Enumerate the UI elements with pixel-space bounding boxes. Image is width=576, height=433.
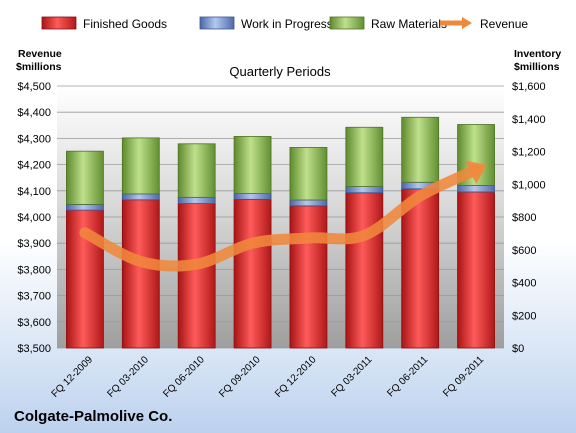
left-tick-label: $3,700 [17,291,51,303]
bar-raw-materials [289,147,328,201]
right-tick-label: $400 [512,278,536,290]
right-tick-label: $600 [512,245,536,257]
legend-label-raw-materials: Raw Materials [371,17,447,31]
company-name: Colgate-Palmolive Co. [14,408,172,425]
bar-finished-goods [457,191,495,349]
bar-raw-materials [345,126,384,187]
bar-work-in-progress [66,203,104,211]
bar-raw-materials [66,150,104,205]
legend-label-work-in-progress: Work in Progress [241,17,333,31]
legend: Finished Goods Work in Progress Raw Materi… [41,16,528,31]
bar-work-in-progress [121,193,160,201]
bar-finished-goods [121,199,160,349]
legend-swatch-work-in-progress [199,16,235,30]
left-tick-label: $3,600 [17,317,51,329]
category-label: FQ 12-2010 [273,354,319,400]
left-tick-label: $4,400 [17,107,51,119]
right-axis-label-line1: Inventory [514,48,561,60]
legend-arrow-revenue [462,17,472,29]
bar-raw-materials [177,143,216,198]
right-axis-label-line2: $millions [514,61,560,73]
left-tick-label: $4,200 [17,160,51,172]
bar-finished-goods [401,188,440,349]
bar-finished-goods [345,192,384,349]
category-label: FQ 09-2011 [441,354,486,399]
bar-raw-materials [121,137,160,195]
chart-title: Quarterly Periods [229,64,331,79]
bar-finished-goods [233,198,272,349]
bar-work-in-progress [345,186,384,194]
left-tick-label: $4,100 [17,186,51,198]
right-tick-label: $800 [512,212,536,224]
legend-swatch-raw-materials [329,16,365,30]
bar-raw-materials [401,116,440,183]
category-label: FQ 03-2011 [329,354,374,399]
left-axis-label-line2: $millions [16,61,62,73]
bar-work-in-progress [289,199,328,207]
left-tick-label: $4,300 [17,133,51,145]
bar-raw-materials [233,136,272,194]
bar-work-in-progress [233,193,272,200]
left-tick-label: $3,800 [17,264,51,276]
left-tick-label: $4,500 [17,81,51,93]
legend-swatch-finished-goods [41,16,77,30]
left-axis-label-line1: Revenue [18,48,62,60]
right-tick-label: $1,600 [512,81,546,93]
revenue-line [79,164,482,272]
left-tick-label: $3,500 [17,343,51,355]
category-label: FQ 09-2010 [217,354,263,400]
bar-finished-goods [289,205,328,349]
category-label: FQ 03-2010 [105,354,151,400]
left-tick-label: $4,000 [17,212,51,224]
right-tick-label: $1,200 [512,147,546,159]
bar-work-in-progress [177,196,216,204]
bar-work-in-progress [457,184,495,193]
category-label: FQ 06-2011 [385,354,430,399]
right-tick-label: $200 [512,310,536,322]
right-tick-label: $0 [512,343,524,355]
right-tick-label: $1,400 [512,114,546,126]
revenue-arrowhead [465,160,487,185]
category-label: FQ 12-2009 [50,354,96,400]
right-tick-label: $1,000 [512,179,546,191]
legend-label-finished-goods: Finished Goods [83,17,167,31]
bar-finished-goods [177,203,216,349]
left-tick-label: $3,900 [17,238,51,250]
category-label: FQ 06-2010 [161,354,207,400]
legend-label-revenue: Revenue [480,17,528,31]
